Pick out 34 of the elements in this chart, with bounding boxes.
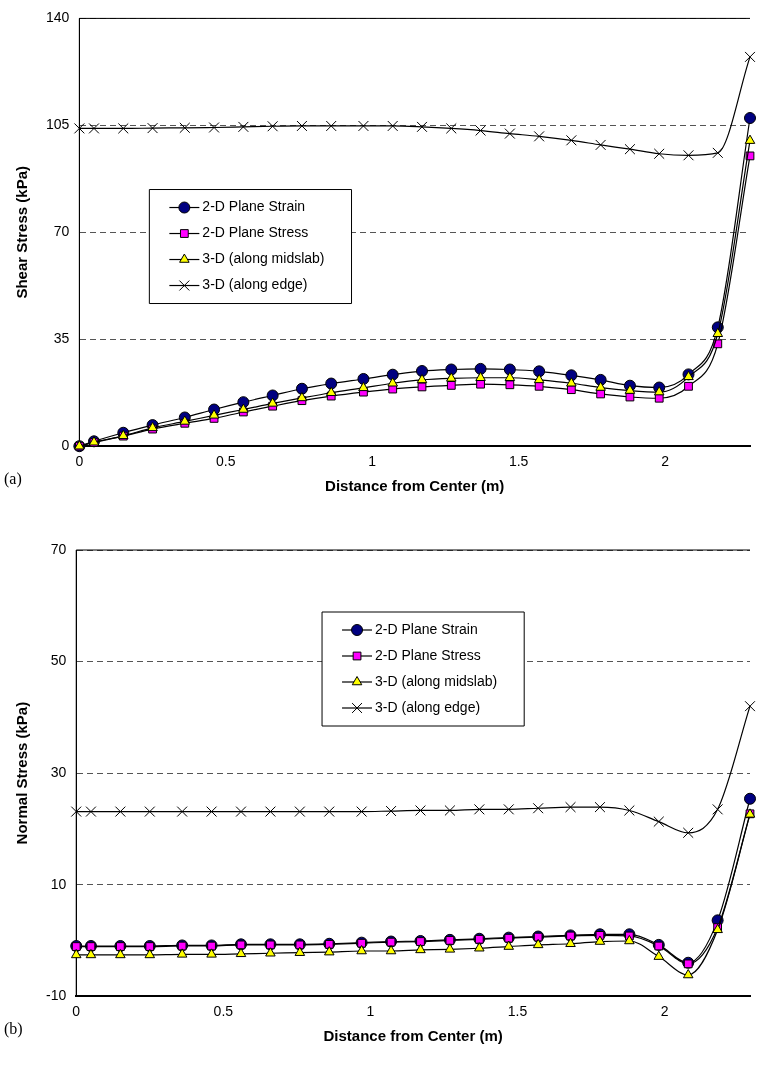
x-tick-label: 1.5 (508, 453, 529, 470)
x-tick-label: 0 (75, 453, 84, 470)
x-axis-title: Distance from Center (m) (325, 477, 505, 495)
x-axis-title: Distance from Center (m) (323, 1027, 503, 1045)
y-tick-label: 0 (61, 437, 70, 454)
legend-label: 3-D (along midslab) (375, 672, 498, 689)
legend-label: 3-D (along edge) (202, 276, 308, 293)
y-axis-title: Shear Stress (kPa) (13, 166, 31, 299)
y-tick-label: 105 (46, 116, 70, 133)
x-tick-label: 1 (368, 453, 377, 470)
y-tick-label: 140 (46, 9, 70, 26)
x-tick-label: 1 (366, 1003, 375, 1020)
legend-label: 3-D (along midslab) (202, 250, 325, 267)
text: (b) (4, 1020, 23, 1038)
y-tick-label: 10 (50, 875, 67, 892)
x-tick-label: 2 (660, 1003, 669, 1020)
y-tick-label: 30 (50, 763, 67, 780)
y-tick-label: 35 (53, 330, 70, 347)
legend-label: 3-D (along edge) (375, 698, 481, 715)
text: (a) (4, 470, 22, 488)
legend-label: 2-D Plane Stress (375, 646, 481, 663)
legend-label: 2-D Plane Strain (375, 620, 478, 637)
legend-label: 2-D Plane Strain (202, 198, 306, 215)
legend-label: 2-D Plane Stress (202, 224, 309, 241)
y-tick-label: -10 (46, 987, 67, 1004)
x-tick-label: 0.5 (216, 453, 236, 470)
y-tick-label: 70 (53, 223, 70, 240)
x-tick-label: 0.5 (213, 1003, 234, 1020)
x-tick-label: 0 (72, 1003, 81, 1020)
y-tick-label: 70 (50, 540, 67, 557)
y-axis-title: Normal Stress (kPa) (13, 701, 31, 845)
x-tick-label: 2 (661, 453, 670, 470)
y-tick-label: 50 (50, 652, 67, 669)
x-tick-label: 1.5 (507, 1003, 528, 1020)
